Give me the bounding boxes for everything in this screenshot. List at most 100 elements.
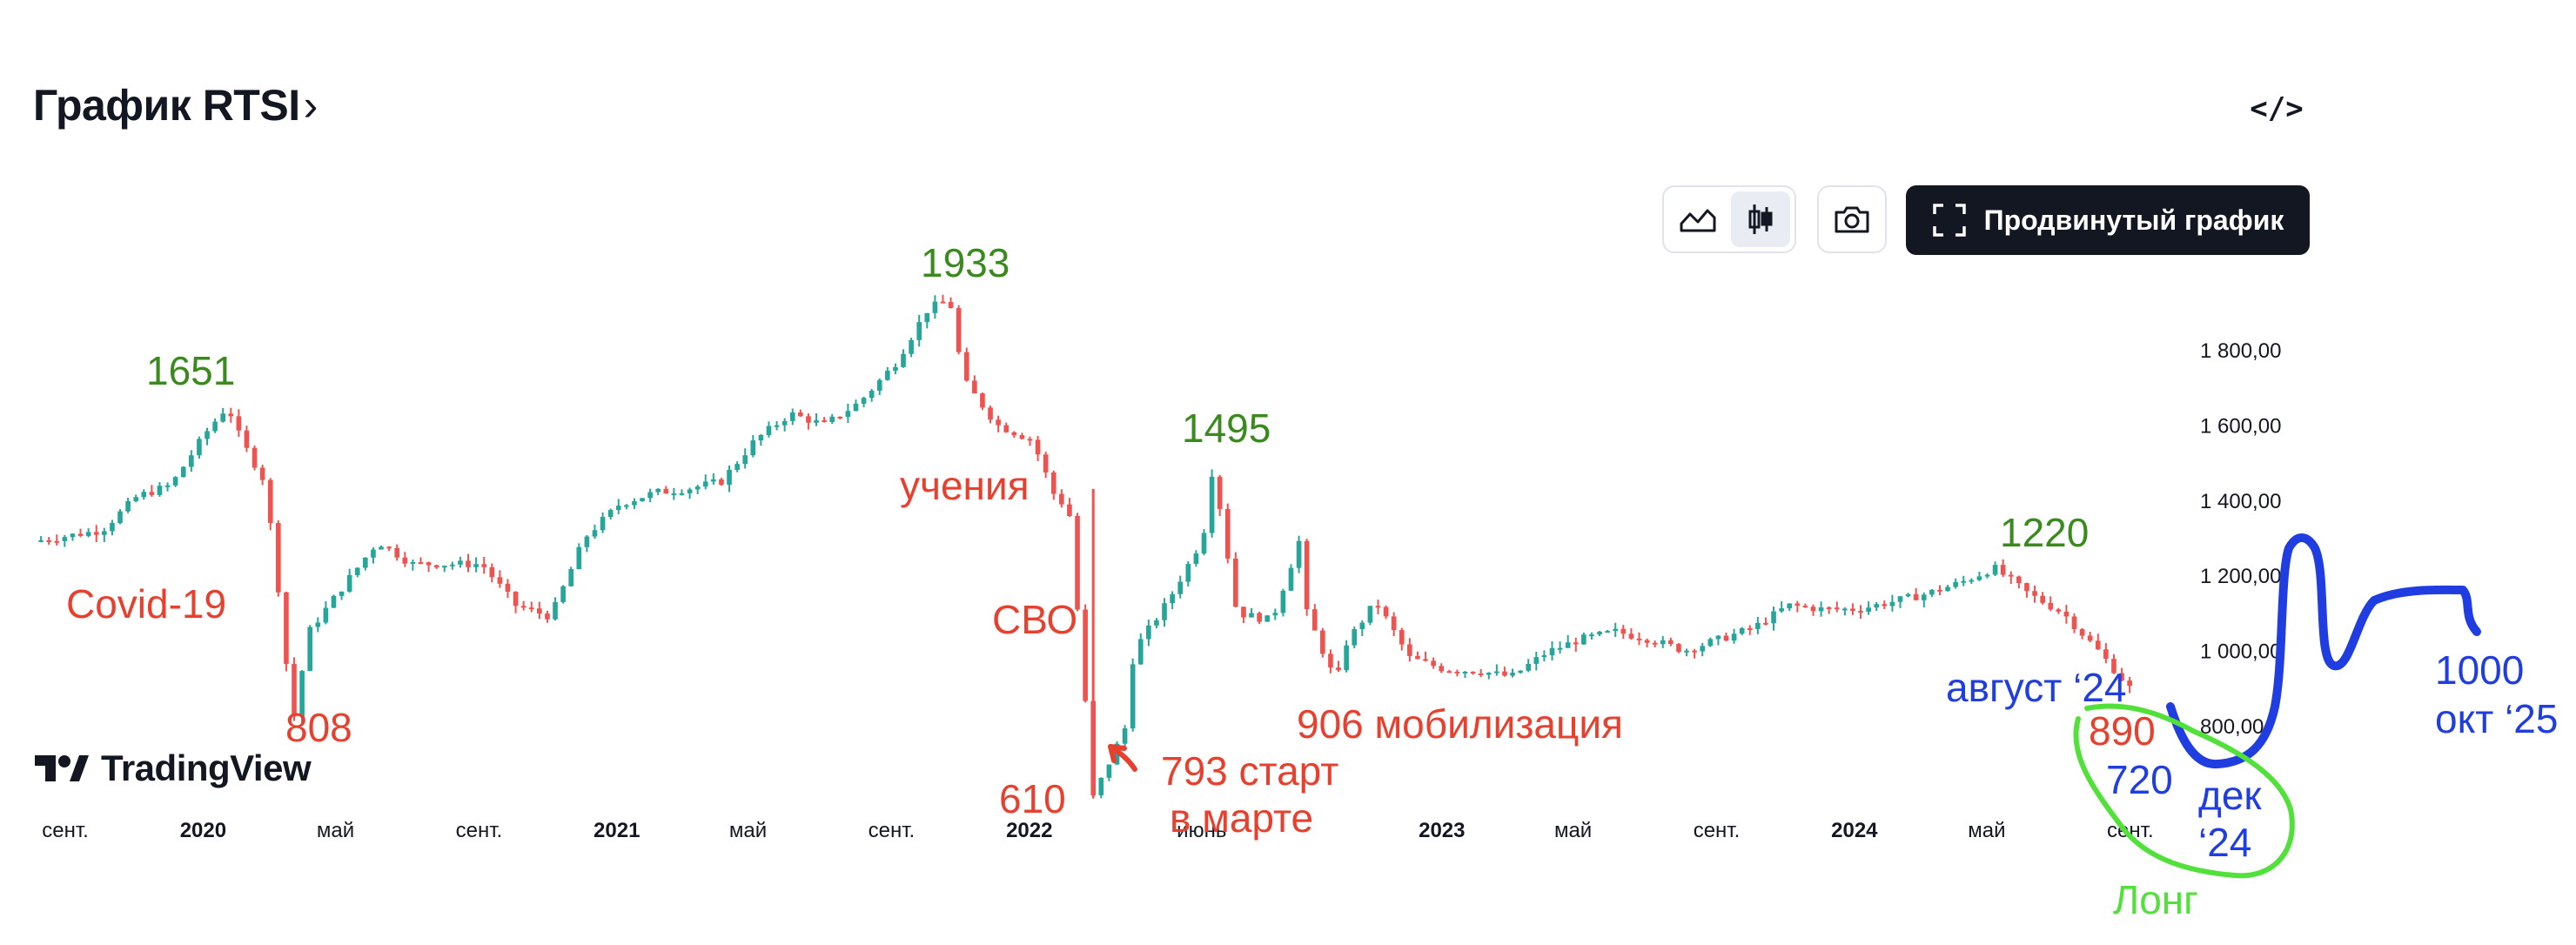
- y-tick-label: 800,00: [2200, 715, 2264, 739]
- candle-body: [212, 421, 218, 432]
- annotation-ucheniya: учения: [900, 463, 1030, 508]
- candle-body: [149, 492, 155, 495]
- candle-body: [615, 506, 621, 511]
- candle-body: [62, 537, 68, 541]
- candle-body: [1882, 604, 1888, 607]
- x-tick-label: 2022: [1006, 819, 1052, 842]
- x-tick-label: 2024: [1831, 819, 1878, 842]
- candle-body: [671, 493, 677, 496]
- advanced-chart-button[interactable]: Продвинутый график: [1906, 185, 2310, 255]
- candle-body: [735, 464, 740, 470]
- candle-body: [205, 431, 210, 439]
- candle-body: [1715, 635, 1721, 640]
- annotation-dek-24: ‘24: [2198, 820, 2251, 865]
- candle-body: [1707, 639, 1714, 647]
- candle-body: [1296, 540, 1302, 568]
- candle-body: [837, 416, 843, 419]
- candle-body: [893, 366, 898, 372]
- candle-body: [1929, 589, 1935, 595]
- candle-body: [307, 627, 313, 672]
- candle-body: [1565, 642, 1571, 648]
- candle-body: [1431, 660, 1436, 667]
- candle-body: [924, 312, 930, 323]
- candle-body: [963, 352, 969, 381]
- candle-body: [323, 607, 329, 623]
- long-zone-circle-icon: [2073, 703, 2295, 879]
- candle-body: [727, 469, 732, 486]
- tradingview-logo[interactable]: TradingView: [33, 747, 312, 790]
- candle-body: [1019, 435, 1025, 439]
- candle-body: [1265, 615, 1271, 622]
- candle-body: [1818, 607, 1824, 612]
- candle-body: [545, 613, 550, 620]
- x-tick-label: 2023: [1419, 819, 1465, 842]
- candle-body: [2063, 611, 2070, 617]
- candle-body: [1945, 586, 1950, 592]
- candle-body: [1889, 601, 1895, 607]
- embed-code-icon[interactable]: </>: [2250, 91, 2304, 126]
- candle-body: [822, 419, 827, 422]
- candle-body: [426, 562, 432, 566]
- candle-body: [1162, 603, 1167, 620]
- candle-body: [1589, 634, 1594, 637]
- candlestick-chart-button[interactable]: [1731, 191, 1790, 247]
- candle-body: [876, 379, 882, 391]
- y-axis: 1 800,00 1 600,00 1 400,00 1 200,00 1 000,00…: [2200, 339, 2281, 739]
- candle-body: [1834, 607, 1840, 610]
- candle-body: [1731, 633, 1737, 641]
- candle-body: [1494, 671, 1499, 674]
- candle-body: [1771, 611, 1776, 624]
- candle-body: [624, 505, 629, 507]
- advanced-chart-label: Продвинутый график: [1983, 204, 2284, 236]
- candle-body: [172, 477, 178, 486]
- candle-body: [1652, 642, 1658, 645]
- candle-body: [1794, 603, 1801, 607]
- candle-body: [2127, 680, 2132, 687]
- candle-body: [916, 322, 922, 340]
- candle-body: [948, 302, 954, 309]
- candle-body: [814, 419, 819, 423]
- annotation-dek: дек: [2198, 773, 2262, 818]
- candle-body: [702, 481, 708, 487]
- candle-body: [1747, 628, 1753, 631]
- candle-body: [386, 546, 392, 549]
- candle-body: [1391, 616, 1397, 631]
- candle-body: [1415, 655, 1420, 660]
- candle-body: [1272, 613, 1278, 616]
- candle-body: [1249, 613, 1254, 618]
- page-title-text[interactable]: График RTSI: [33, 81, 300, 130]
- x-tick-label: июнь: [1177, 819, 1226, 842]
- chart-style-toggle: [1662, 185, 1796, 253]
- candle-body: [2119, 673, 2124, 681]
- candle-body: [1620, 628, 1627, 634]
- candle-body: [85, 532, 91, 536]
- candle-body: [980, 393, 985, 408]
- candle-body: [1557, 647, 1563, 650]
- page-title[interactable]: График RTSI›: [33, 80, 318, 131]
- candle-body: [1011, 432, 1017, 436]
- candle-body: [845, 411, 851, 418]
- candle-body: [647, 492, 653, 499]
- annotation-august-24: август ‘24: [1946, 665, 2127, 710]
- candle-body: [940, 301, 946, 304]
- candle-body: [719, 479, 724, 486]
- candle-body: [1328, 653, 1333, 668]
- candle-body: [284, 592, 289, 664]
- candle-body: [758, 434, 764, 441]
- title-chevron-icon[interactable]: ›: [303, 81, 319, 130]
- candle-body: [1692, 650, 1697, 653]
- candle-body: [1644, 640, 1650, 643]
- candle-body: [1660, 640, 1666, 645]
- candle-body: [972, 380, 977, 394]
- candle-body: [1067, 504, 1072, 517]
- candle-body: [339, 591, 345, 596]
- candle-body: [1137, 639, 1144, 665]
- candle-body: [584, 536, 590, 547]
- candle-body: [1628, 633, 1634, 639]
- candle-body: [1336, 667, 1341, 671]
- candle-body: [252, 447, 258, 468]
- candle-body: [2000, 565, 2006, 575]
- snapshot-button[interactable]: [1817, 185, 1887, 253]
- area-chart-button[interactable]: [1668, 191, 1727, 247]
